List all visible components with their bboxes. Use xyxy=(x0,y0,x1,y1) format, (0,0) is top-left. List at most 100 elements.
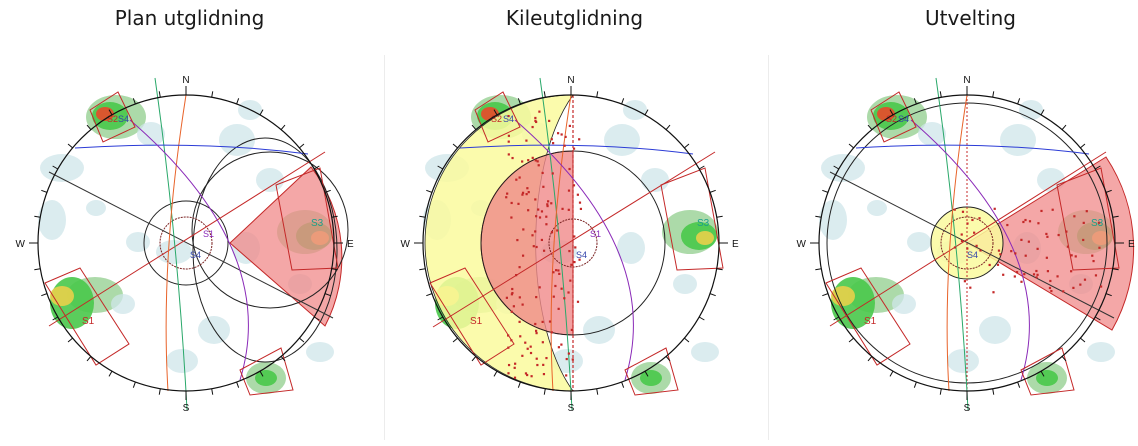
contour-blob xyxy=(907,232,931,252)
intersection-point xyxy=(1036,247,1039,250)
intersection-point xyxy=(1023,273,1026,276)
primitive-tick xyxy=(709,189,716,193)
intersection-point xyxy=(997,249,1001,252)
contour-blob xyxy=(1036,370,1058,386)
primitive-tick xyxy=(698,165,705,170)
slope-strike-line xyxy=(829,171,1115,319)
primitive-tick xyxy=(108,370,113,377)
contour-blob xyxy=(137,122,165,146)
primitive-tick xyxy=(158,91,161,98)
intersection-point xyxy=(531,156,534,159)
intersection-points xyxy=(505,110,583,379)
intersection-point xyxy=(521,354,524,357)
intersection-point xyxy=(1040,209,1043,213)
intersection-point xyxy=(519,335,522,338)
intersection-point xyxy=(1048,286,1052,290)
intersection-point xyxy=(579,207,583,211)
intersection-point xyxy=(979,249,982,252)
great-circles xyxy=(74,77,309,411)
intersection-point xyxy=(536,160,539,163)
panel-wedge: Kileutglidning S1 S2 S4 S3 S1 S4 N S E W xyxy=(385,0,764,446)
intersection-point xyxy=(1098,246,1101,249)
primitive-tick xyxy=(67,143,73,149)
intersection-point xyxy=(507,114,510,118)
contour-blob xyxy=(111,294,135,314)
primitive-tick xyxy=(34,268,41,271)
intersection-point xyxy=(534,116,537,120)
intersection-point xyxy=(532,245,535,248)
primitive-tick xyxy=(471,356,477,362)
intersection-point xyxy=(556,229,559,232)
intersection-point xyxy=(560,287,563,290)
intersection-point xyxy=(960,239,964,243)
set-window xyxy=(275,167,339,271)
intersection-point xyxy=(534,198,537,201)
intersection-point xyxy=(548,119,551,123)
primitive-tick xyxy=(471,124,477,130)
intersection-point xyxy=(1065,230,1068,233)
compass-north: N xyxy=(963,75,970,86)
intersection-point xyxy=(537,164,540,167)
intersection-point xyxy=(1062,290,1065,293)
primitive-tick xyxy=(41,293,48,297)
set-window xyxy=(429,267,515,366)
intersection-point xyxy=(550,331,553,334)
set-window xyxy=(624,347,679,396)
set-label-s1: S1 xyxy=(470,316,483,327)
intersection-point xyxy=(546,203,549,206)
intersection-point xyxy=(534,159,537,162)
intersection-point xyxy=(534,329,538,332)
contour-blob xyxy=(40,154,84,182)
intersection-point xyxy=(542,363,545,366)
intersection-point xyxy=(993,207,996,210)
panel-title: Kileutglidning xyxy=(505,6,644,30)
primitive-tick xyxy=(992,91,995,98)
intersection-point xyxy=(1006,223,1009,227)
intersection-point xyxy=(552,271,555,274)
primitive-tick xyxy=(621,381,625,388)
intersection-point xyxy=(568,249,571,253)
contour-blob xyxy=(306,342,334,362)
intersection-point xyxy=(570,328,573,332)
intersection-point xyxy=(1082,221,1085,224)
intersection-point xyxy=(1073,215,1076,218)
set-window xyxy=(474,91,521,143)
primitive-tick xyxy=(889,370,894,377)
intersection-point xyxy=(545,356,548,360)
intersection-point xyxy=(515,274,518,277)
primitive-tick xyxy=(41,189,48,193)
mean-cone xyxy=(159,216,213,270)
contour-blob xyxy=(126,232,150,252)
intersection-point xyxy=(547,200,550,203)
primitive-tick xyxy=(426,293,433,297)
primitive: N S E W xyxy=(16,75,354,414)
primitive-tick xyxy=(52,165,59,170)
intersection-point xyxy=(960,233,963,236)
intersection-point xyxy=(572,184,576,187)
set-window xyxy=(239,347,294,396)
primitive-tick xyxy=(331,215,338,218)
primitive-tick xyxy=(939,91,942,98)
set-label-s2: S2 xyxy=(491,114,502,124)
primitive-tick xyxy=(822,189,829,193)
intersection-point xyxy=(541,320,544,323)
set-windows xyxy=(429,91,724,396)
primitive-tick xyxy=(132,381,136,388)
intersection-point xyxy=(531,234,534,237)
intersection-point xyxy=(576,300,580,303)
intersection-point xyxy=(526,187,529,190)
contour-blob xyxy=(892,294,916,314)
intersection-point xyxy=(505,196,508,199)
intersection-point xyxy=(526,373,529,377)
intersection-point xyxy=(569,279,572,282)
contour-blob xyxy=(255,370,277,386)
intersection-point xyxy=(542,249,546,252)
intersection-point xyxy=(1014,252,1017,255)
intersection-point xyxy=(1094,274,1098,277)
intersection-point xyxy=(1045,256,1048,259)
intersection-point xyxy=(1085,210,1088,213)
intersection-point xyxy=(563,144,566,147)
great-circle-purple xyxy=(514,119,634,381)
intersection-point xyxy=(510,216,513,219)
compass-south: S xyxy=(568,403,575,414)
